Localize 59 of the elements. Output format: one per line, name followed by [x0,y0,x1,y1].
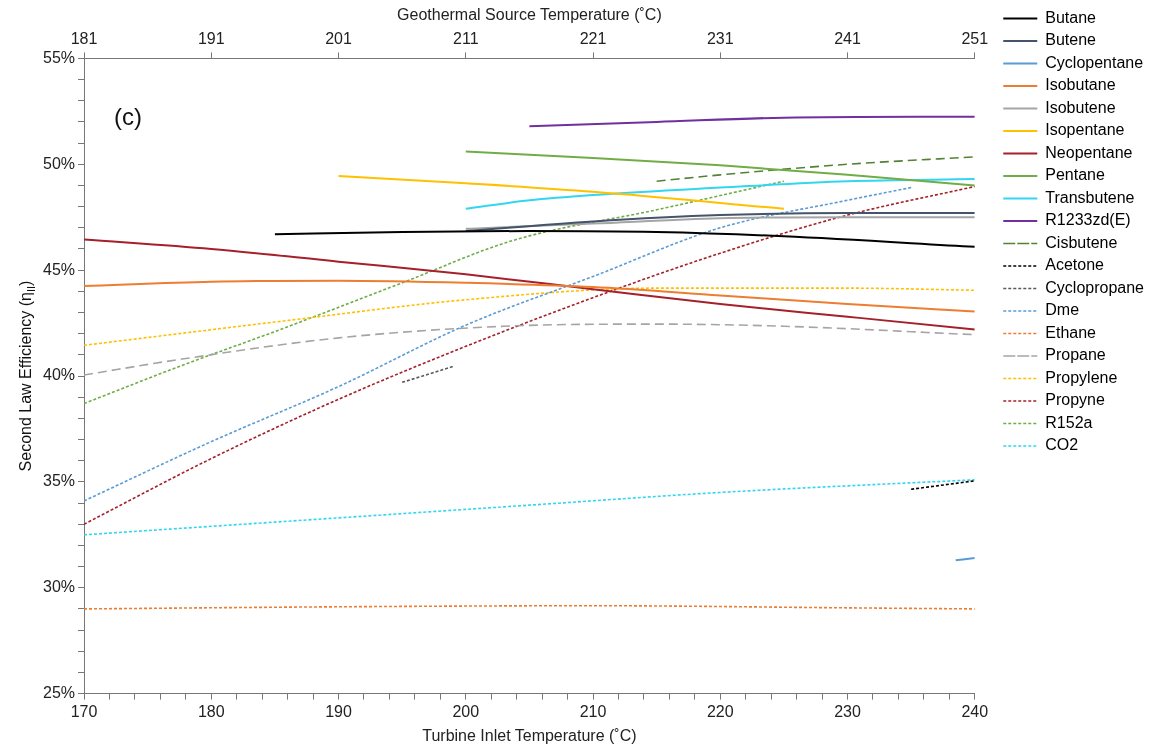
x2-tick-label: 201 [325,30,352,48]
legend-label: Propylene [1045,368,1118,386]
line-series [528,115,975,128]
y-tick-label: 45% [42,260,76,278]
y-tick-label: 40% [42,366,76,384]
x2-tick-label: 191 [197,30,225,48]
x2-tick-label: 251 [961,30,989,48]
legend-label: Ethane [1045,323,1097,341]
line-series [464,216,975,230]
legend-label: R152a [1045,413,1093,431]
x-tick-label: 180 [197,702,225,720]
line-series [84,279,975,313]
x-tick-label: 220 [706,702,734,720]
x-tick-label: 170 [70,702,98,720]
legend-label: R1233zd(E) [1045,211,1131,229]
legend-label: Neopentane [1045,143,1133,161]
line-series [464,178,975,210]
y-axis-title: Second Law Efficiency (ηII) [17,280,37,472]
line-series [84,287,975,347]
legend-label: Pentane [1045,166,1105,184]
legend-label: CO2 [1045,436,1079,454]
x-tick-label: 200 [452,702,480,720]
y-tick-label: 50% [42,154,76,172]
line-series [273,229,975,248]
x2-tick-label: 211 [453,30,479,48]
x-tick-label: 230 [834,702,861,720]
legend-label: Isobutane [1045,76,1116,94]
x-tick-label: 190 [325,702,352,720]
annotation: (c) [114,103,143,131]
x2-tick-label: 181 [70,30,98,48]
x-axis-title: Turbine Inlet Temperature (˚C) [422,726,637,744]
x2-tick-label: 221 [579,30,607,48]
legend-label: Isopentane [1045,121,1125,139]
x-tick-label: 240 [961,702,989,720]
y-tick-label: 35% [42,472,76,490]
y-tick-label: 55% [42,48,76,66]
legend-label: Cyclopropane [1045,278,1145,296]
y-tick-label: 30% [42,578,76,596]
line-series [337,174,785,210]
legend-label: Cisbutene [1045,233,1118,251]
y-tick-label: 25% [42,684,76,702]
line-series [464,150,975,187]
legend-label: Propyne [1045,391,1105,409]
x2-tick-label: 231 [706,30,734,48]
legend-label: Isobutene [1045,98,1116,116]
legend-label: Butane [1045,8,1097,26]
line-series [655,156,975,183]
line-series [84,323,975,376]
line-series [84,180,785,405]
x2-axis-title: Geothermal Source Temperature (˚C) [397,6,662,24]
line-series [84,478,975,536]
x2-tick-label: 241 [834,30,861,48]
x-tick-label: 210 [579,702,607,720]
legend-label: Dme [1045,301,1080,319]
legend-label: Cyclopentane [1045,53,1144,71]
legend-label: Butene [1045,31,1097,49]
legend-label: Propane [1045,346,1106,364]
legend-label: Acetone [1045,256,1105,274]
legend-label: Transbutene [1045,188,1135,206]
